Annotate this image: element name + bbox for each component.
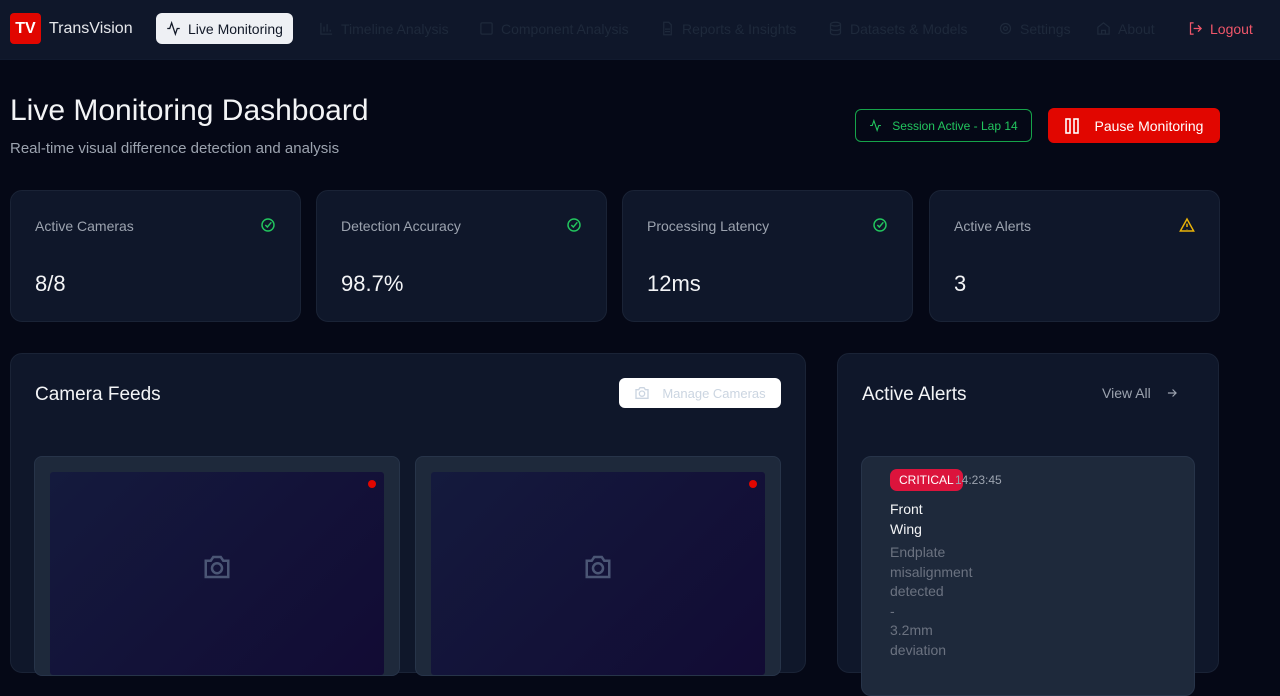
warning-triangle-icon [1179, 217, 1195, 232]
alert-item[interactable]: CRITICAL 14:23:45 Front Wing Endplate mi… [861, 456, 1195, 696]
camera-feed[interactable] [415, 456, 781, 676]
severity-badge: CRITICAL [890, 469, 963, 491]
stat-card-active-alerts: Active Alerts 3 [929, 190, 1220, 322]
stat-label: Active Cameras [35, 218, 134, 234]
session-status-badge: Session Active - Lap 14 [855, 109, 1032, 142]
nav-label: Timeline Analysis [341, 20, 449, 37]
nav-about[interactable]: About [1086, 13, 1165, 44]
page-title: Live Monitoring Dashboard [10, 94, 369, 127]
gear-icon [999, 22, 1012, 35]
camera-feed[interactable] [34, 456, 400, 676]
file-text-icon [663, 21, 672, 36]
page-subtitle: Real-time visual difference detection an… [10, 140, 340, 157]
manage-label: Manage Cameras [662, 385, 766, 401]
arrow-right-icon [1167, 389, 1177, 397]
stat-label: Active Alerts [954, 218, 1032, 234]
recording-indicator [368, 480, 376, 488]
camera-screen [431, 472, 765, 675]
nav-live-monitoring[interactable]: Live Monitoring [156, 13, 293, 44]
check-circle-icon [873, 218, 887, 232]
camera-icon [204, 555, 230, 579]
nav-timeline-analysis[interactable]: Timeline Analysis [309, 13, 459, 44]
pause-icon [1064, 117, 1079, 134]
alert-title: Front Wing [890, 501, 923, 537]
pause-monitoring-button[interactable]: Pause Monitoring [1048, 108, 1220, 143]
nav-reports-insights[interactable]: Reports & Insights [650, 13, 806, 44]
camera-icon [585, 555, 611, 579]
panel-title: Camera Feeds [35, 384, 161, 405]
square-icon [480, 22, 493, 35]
panel-title: Active Alerts [862, 384, 967, 405]
activity-icon [870, 119, 882, 132]
nav-label: Datasets & Models [850, 20, 968, 37]
stat-value: 8/8 [35, 271, 66, 296]
nav-label: Settings [1020, 20, 1071, 37]
nav-label: Live Monitoring [188, 20, 283, 37]
stat-value: 3 [954, 271, 967, 296]
activity-icon [167, 21, 180, 36]
stat-card-active-cameras: Active Cameras 8/8 [10, 190, 301, 322]
stat-card-processing-latency: Processing Latency 12ms [622, 190, 913, 322]
nav-label: Component Analysis [501, 20, 629, 37]
home-icon [1097, 22, 1110, 35]
database-icon [829, 21, 842, 36]
stat-label: Detection Accuracy [341, 218, 461, 234]
nav-label: Reports & Insights [682, 20, 797, 37]
manage-cameras-button[interactable]: Manage Cameras [619, 378, 781, 408]
nav-settings[interactable]: Settings [988, 13, 1081, 44]
bar-chart-icon [320, 22, 333, 35]
alert-description: Endplate misalignment detected - 3.2mm d… [890, 544, 973, 658]
check-circle-icon [567, 218, 581, 232]
camera-icon [635, 387, 649, 399]
nav-datasets-models[interactable]: Datasets & Models [818, 13, 978, 44]
top-navbar: TV TransVision Live Monitoring Timeline … [0, 0, 1280, 60]
stat-label: Processing Latency [647, 218, 770, 234]
logout-label: Logout [1210, 20, 1253, 37]
stat-value: 12ms [647, 271, 701, 296]
stat-card-detection-accuracy: Detection Accuracy 98.7% [316, 190, 607, 322]
nav-component-analysis[interactable]: Component Analysis [469, 13, 639, 44]
brand-name: TransVision [49, 20, 133, 37]
logo: TV [10, 13, 41, 44]
nav-label: About [1118, 20, 1155, 37]
check-circle-icon [261, 218, 275, 232]
view-all-label: View All [1102, 385, 1151, 401]
pause-label: Pause Monitoring [1094, 117, 1204, 134]
view-all-alerts-link[interactable]: View All [1102, 385, 1179, 401]
logout-icon [1189, 22, 1203, 35]
alert-time: 14:23:45 [955, 473, 1002, 487]
recording-indicator [749, 480, 757, 488]
camera-screen [50, 472, 384, 675]
session-label: Session Active - Lap 14 [892, 118, 1018, 133]
logout-button[interactable]: Logout [1178, 13, 1263, 44]
stat-value: 98.7% [341, 271, 404, 296]
